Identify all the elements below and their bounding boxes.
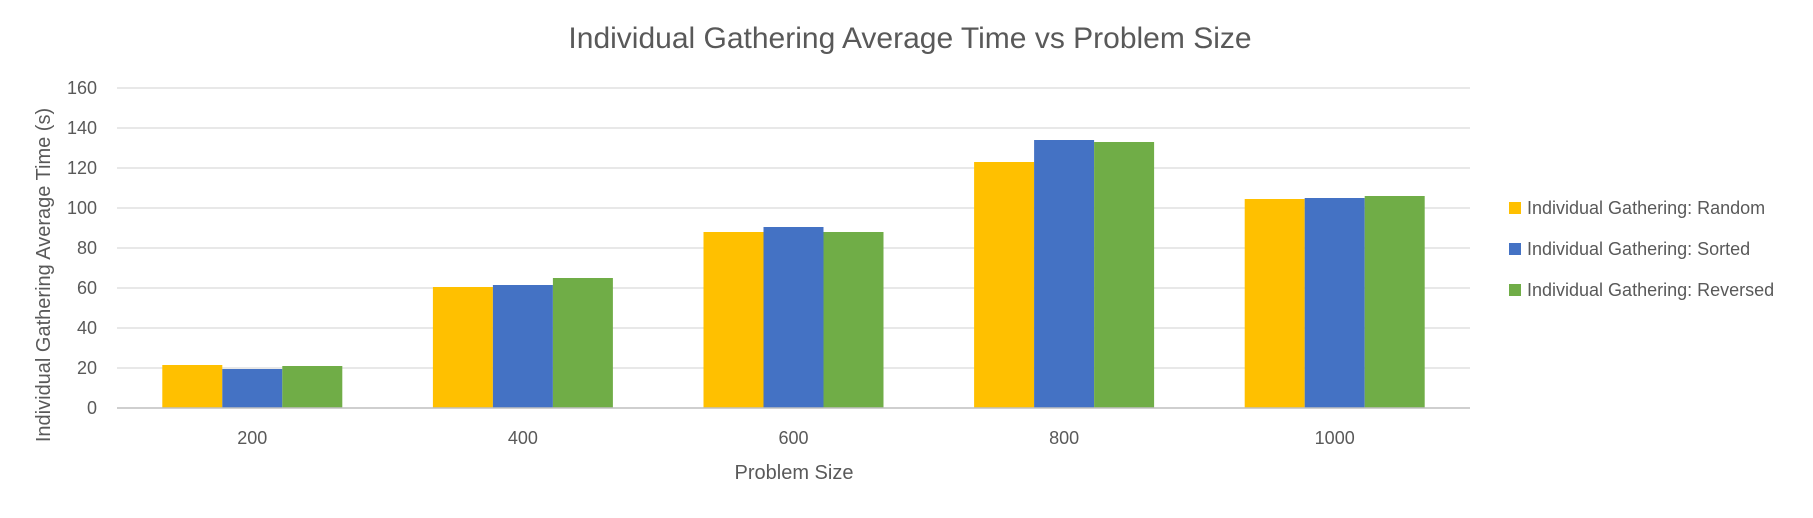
legend-label: Individual Gathering: Reversed bbox=[1527, 280, 1774, 300]
x-tick-label: 1000 bbox=[1315, 428, 1355, 448]
y-tick-label: 140 bbox=[67, 118, 97, 138]
legend-swatch bbox=[1509, 202, 1521, 214]
y-tick-label: 100 bbox=[67, 198, 97, 218]
legend-swatch bbox=[1509, 243, 1521, 255]
x-axis-ticks: 200 400 600 800 1000 bbox=[237, 428, 1354, 448]
y-tick-label: 0 bbox=[87, 398, 97, 418]
y-tick-label: 80 bbox=[77, 238, 97, 258]
bar bbox=[1244, 199, 1305, 408]
bar bbox=[974, 162, 1035, 408]
bar bbox=[162, 365, 223, 408]
y-axis-ticks: 0 20 40 60 80 100 120 140 160 bbox=[67, 78, 97, 418]
x-tick-label: 400 bbox=[508, 428, 538, 448]
y-tick-label: 120 bbox=[67, 158, 97, 178]
bar bbox=[823, 232, 884, 408]
bar bbox=[1094, 142, 1155, 408]
y-tick-label: 20 bbox=[77, 358, 97, 378]
x-tick-label: 200 bbox=[237, 428, 267, 448]
bar bbox=[432, 287, 493, 408]
x-tick-label: 600 bbox=[778, 428, 808, 448]
legend-label: Individual Gathering: Random bbox=[1527, 198, 1765, 218]
bar bbox=[1364, 196, 1425, 408]
y-tick-label: 160 bbox=[67, 78, 97, 98]
bar bbox=[492, 285, 553, 408]
bar bbox=[1304, 198, 1365, 408]
bar bbox=[763, 227, 824, 408]
y-axis-title: Individual Gathering Average Time (s) bbox=[33, 108, 55, 442]
x-axis-title: Problem Size bbox=[735, 462, 854, 484]
legend-label: Individual Gathering: Sorted bbox=[1527, 239, 1750, 259]
y-tick-label: 40 bbox=[77, 318, 97, 338]
bar bbox=[552, 278, 613, 408]
bar bbox=[222, 369, 283, 408]
chart-title: Individual Gathering Average Time vs Pro… bbox=[568, 22, 1251, 55]
bar bbox=[282, 366, 343, 408]
legend-swatch bbox=[1509, 284, 1521, 296]
legend: Individual Gathering: Random Individual G… bbox=[1509, 198, 1774, 300]
y-tick-label: 60 bbox=[77, 278, 97, 298]
bar bbox=[1034, 140, 1095, 408]
x-tick-label: 800 bbox=[1049, 428, 1079, 448]
bar bbox=[703, 232, 764, 408]
bars bbox=[162, 140, 1425, 408]
